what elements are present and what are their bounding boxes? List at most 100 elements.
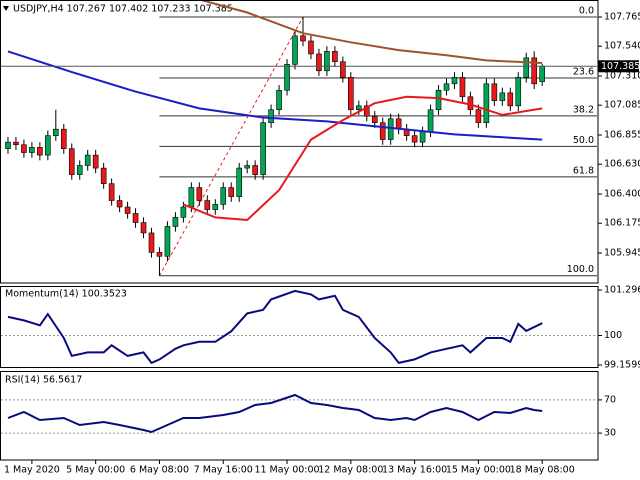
y-tick-label: 105.945 <box>604 248 640 259</box>
candle-body <box>539 65 545 82</box>
candle-body <box>108 183 115 201</box>
candle-body <box>76 165 83 175</box>
fib-label: 0.0 <box>579 5 594 16</box>
indicator-line <box>7 289 543 365</box>
candle-body <box>499 92 506 101</box>
candle-body <box>252 165 258 175</box>
x-tick-label: 5 May 00:00 <box>66 465 125 476</box>
candle-body <box>116 200 123 208</box>
y-tick-label: 30 <box>604 428 616 439</box>
candle-body <box>92 154 99 169</box>
candle-body <box>435 89 442 111</box>
candle-body <box>300 35 306 42</box>
y-tick-label: 107.085 <box>604 100 640 111</box>
candle-body <box>427 109 434 133</box>
candle-body <box>324 51 330 72</box>
fib-label: 61.8 <box>573 165 594 176</box>
candle-body <box>491 83 498 101</box>
rsi-title: RSI(14) 56.5617 <box>5 375 82 386</box>
candle-body <box>332 51 338 63</box>
symbol-icon <box>3 6 9 11</box>
candle-body <box>379 122 386 140</box>
candle-body <box>148 232 155 253</box>
candle-body <box>140 222 147 234</box>
fib-label: 50.0 <box>573 135 594 146</box>
candle-body <box>13 141 19 146</box>
candle-body <box>60 128 67 149</box>
candle-body <box>180 206 187 218</box>
candle-body <box>124 206 131 214</box>
candle-body <box>348 76 354 111</box>
x-tick-label: 11 May 00:00 <box>254 465 319 476</box>
candle-body <box>363 105 370 117</box>
y-tick-label: 106.400 <box>604 189 640 200</box>
candle-body <box>292 35 298 65</box>
candle-body <box>284 64 290 91</box>
y-tick-label: 106.855 <box>604 130 640 141</box>
candle-body <box>84 154 91 166</box>
x-tick-label: 18 May 08:00 <box>510 465 575 476</box>
candle-body <box>308 40 314 55</box>
candle-body <box>188 187 195 208</box>
x-tick-label: 1 May 2020 <box>4 465 60 476</box>
candle-body <box>29 147 35 153</box>
candle-body <box>483 83 490 123</box>
candle-body <box>531 57 538 85</box>
candle-body <box>411 135 418 143</box>
last-price-box <box>598 60 639 73</box>
y-tick-label: 106.175 <box>604 218 640 229</box>
main-plot <box>1 1 597 277</box>
indicator-line <box>183 95 543 222</box>
candle-body <box>45 135 51 156</box>
y-tick-label: 107.310 <box>604 71 640 82</box>
candle-body <box>260 122 266 175</box>
candle-body <box>276 89 282 111</box>
x-tick-label: 6 May 08:00 <box>130 465 189 476</box>
candle-body <box>21 144 27 153</box>
fib-trend <box>159 16 304 276</box>
chart-title: USDJPY,H4 107.267 107.402 107.233 107.38… <box>13 4 233 15</box>
candle-body <box>387 118 394 140</box>
fib-label: 38.2 <box>573 104 594 115</box>
fib-label: 23.6 <box>573 67 594 78</box>
candle-body <box>68 148 75 175</box>
x-tick-label: 15 May 00:00 <box>446 465 511 476</box>
candle-body <box>156 252 163 257</box>
candle-body <box>53 128 59 136</box>
candle-body <box>355 105 362 111</box>
candle-body <box>371 115 378 123</box>
candle-body <box>316 53 322 72</box>
indicator-line <box>7 393 543 434</box>
indicator-line <box>7 50 543 141</box>
main-panel <box>0 0 599 284</box>
candle-body <box>5 141 11 149</box>
candle-body <box>340 61 346 78</box>
y-tick-label: 107.540 <box>604 41 640 52</box>
candle-body <box>172 217 179 227</box>
candle-body <box>451 76 458 85</box>
candle-body <box>132 213 139 223</box>
momentum-title: Momentum(14) 100.3523 <box>5 289 127 300</box>
candle-body <box>196 187 203 201</box>
fib-label: 100.0 <box>567 264 594 275</box>
y-limit-label: 101.2964 <box>604 285 640 296</box>
candle-body <box>236 167 242 197</box>
x-tick-label: 12 May 08:00 <box>318 465 383 476</box>
candle-body <box>164 226 171 257</box>
candle-body <box>204 200 211 210</box>
candle-body <box>443 83 450 91</box>
candle-body <box>100 167 107 184</box>
y-tick-label: 100 <box>604 330 622 341</box>
y-tick-label: 70 <box>604 394 616 405</box>
x-tick-label: 13 May 16:00 <box>382 465 447 476</box>
candle-body <box>244 165 250 169</box>
candle-body <box>507 92 514 107</box>
candle-body <box>523 57 530 78</box>
candle-body <box>212 204 219 210</box>
indicator-line <box>201 1 543 64</box>
y-tick-label: 107.765 <box>604 11 640 22</box>
last-price-label: 107.385 <box>601 61 640 72</box>
candle-body <box>475 109 482 123</box>
